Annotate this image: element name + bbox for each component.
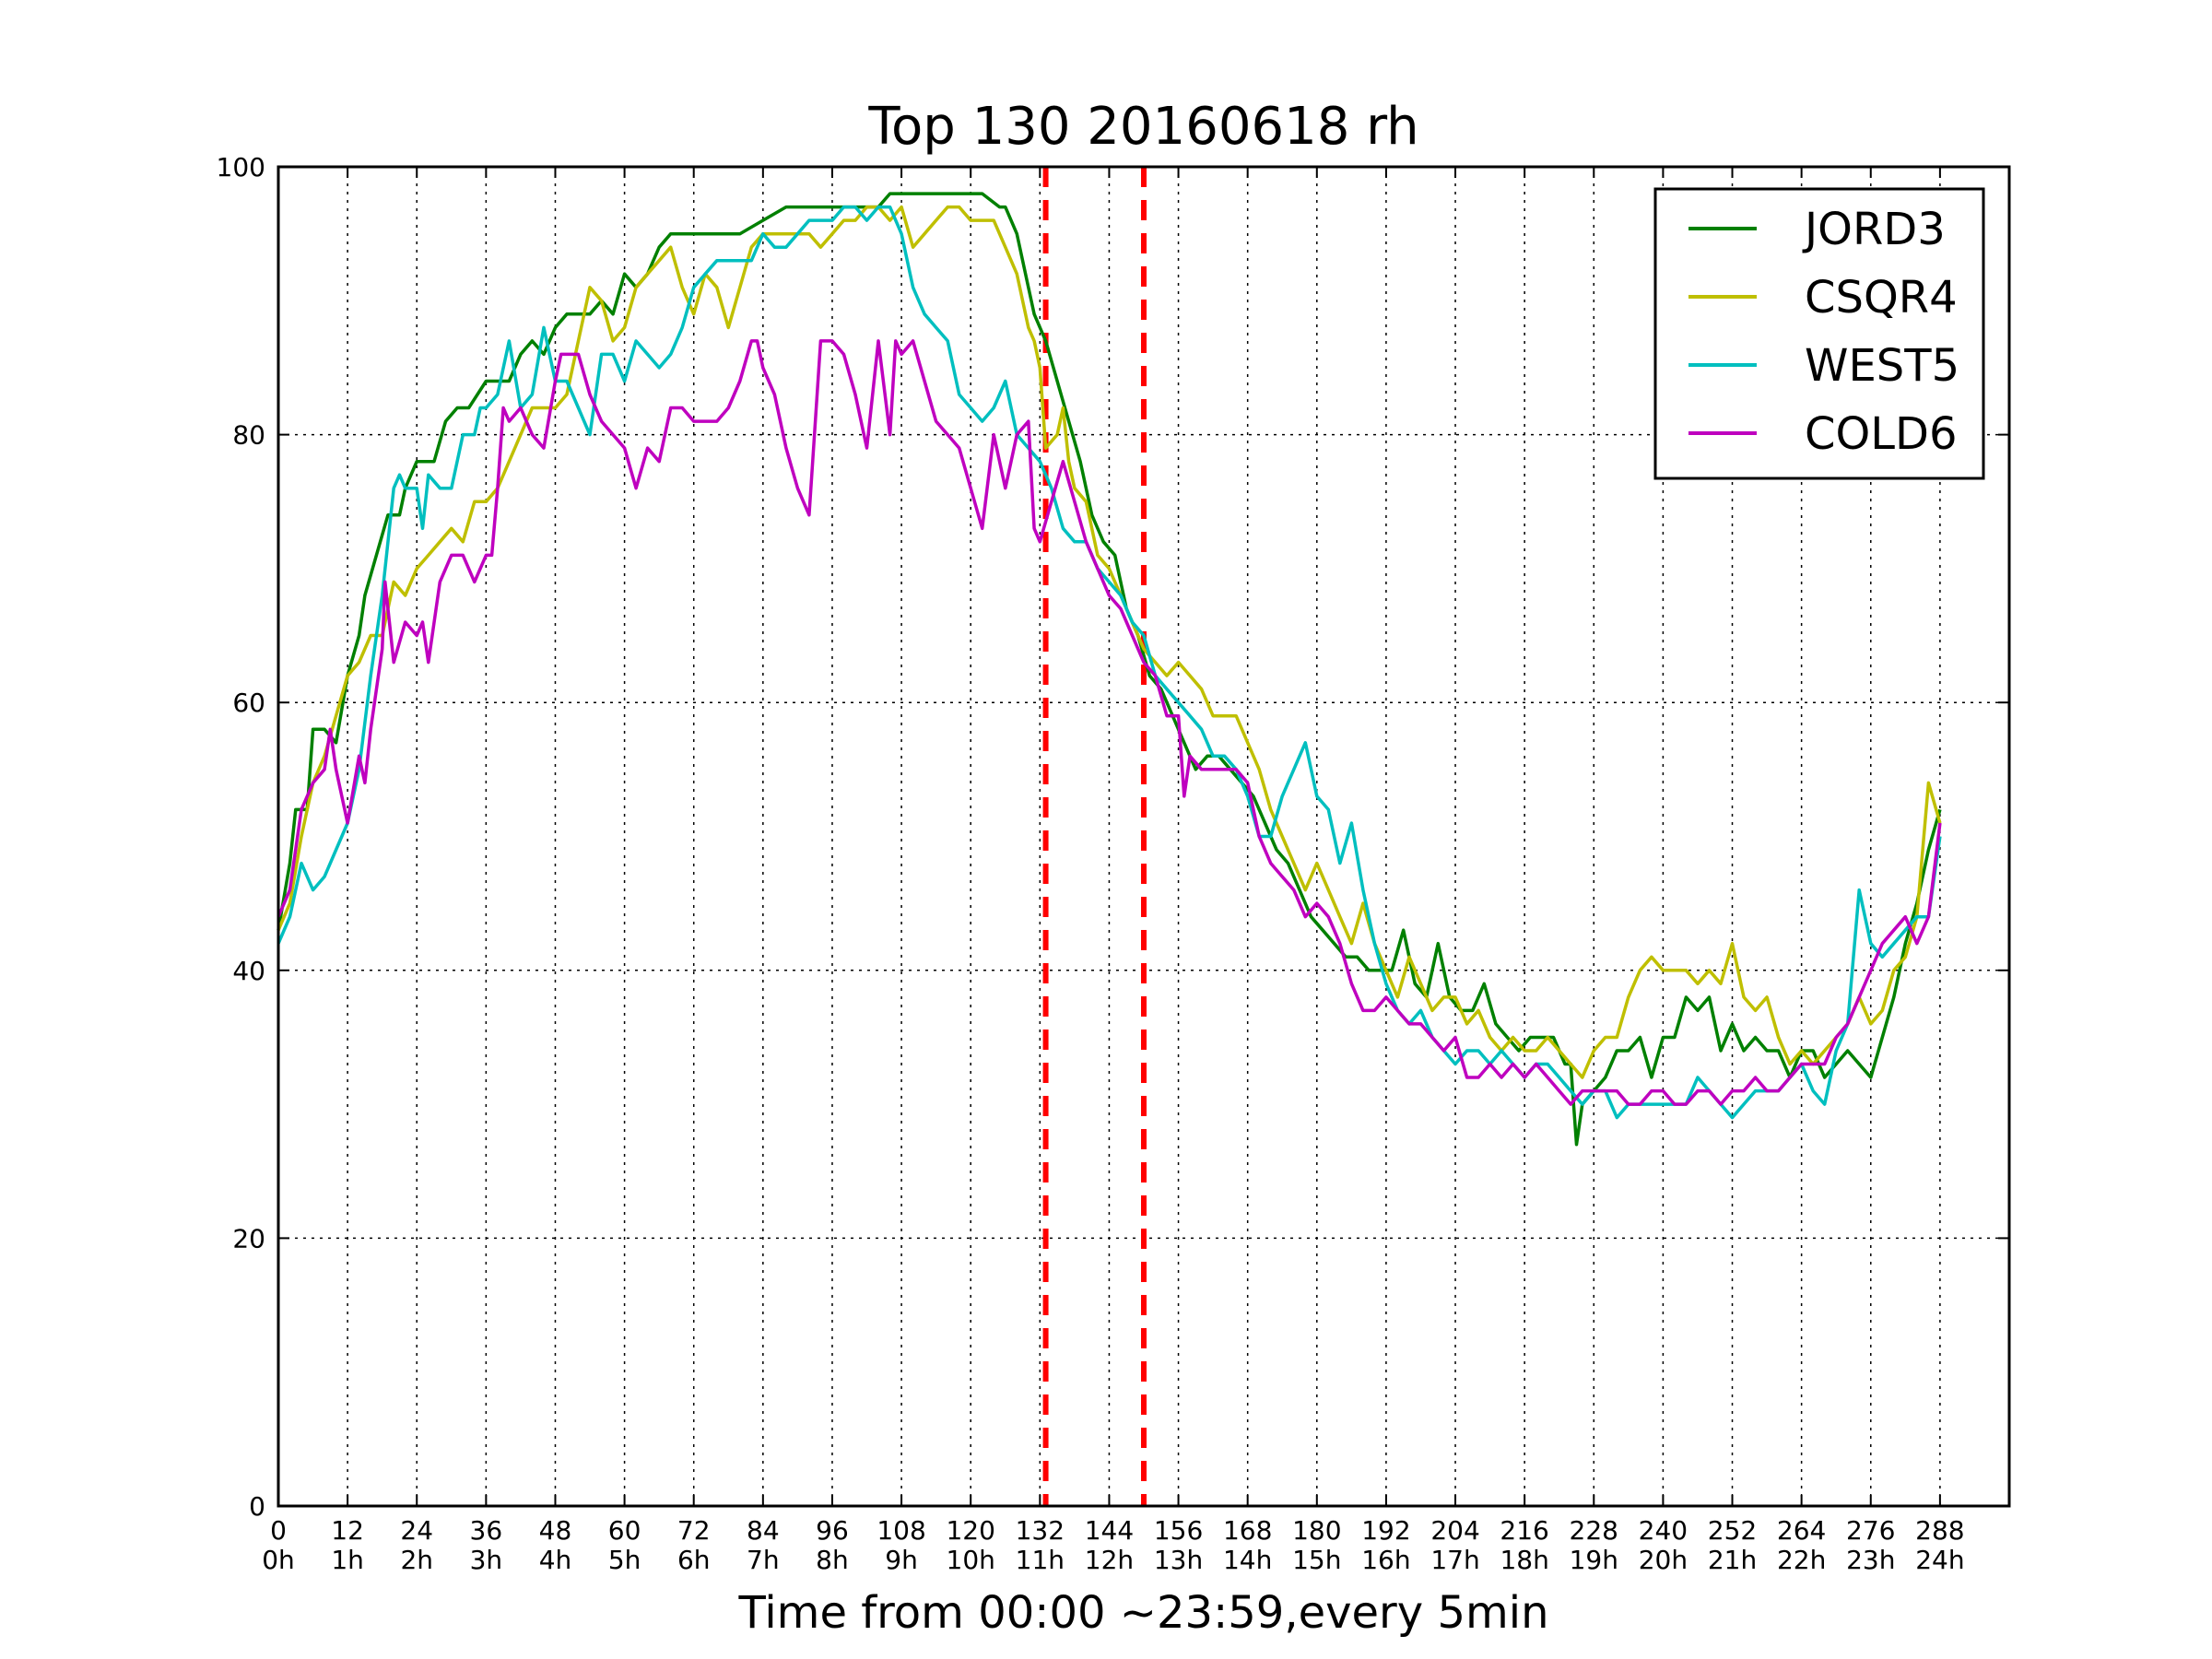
x-tick-sublabel: 18h — [1500, 1545, 1548, 1575]
x-tick-sublabel: 21h — [1708, 1545, 1757, 1575]
series-group — [276, 192, 1942, 1147]
x-tick-label: 192 — [1361, 1515, 1410, 1546]
y-tick-label: 40 — [232, 956, 265, 986]
x-tick-sublabel: 10h — [947, 1545, 995, 1575]
x-tick-sublabel: 14h — [1223, 1545, 1272, 1575]
legend-label-csqr4: CSQR4 — [1805, 272, 1958, 324]
x-tick-label: 276 — [1846, 1515, 1895, 1546]
x-tick-sublabel: 12h — [1085, 1545, 1134, 1575]
x-axis-label: Time from 00:00 ~23:59,every 5min — [738, 1587, 1549, 1639]
x-tick-sublabel: 4h — [539, 1545, 572, 1575]
x-tick-sublabel: 2h — [400, 1545, 433, 1575]
x-tick-sublabel: 20h — [1639, 1545, 1688, 1575]
x-tick-sublabel: 8h — [816, 1545, 849, 1575]
x-tick-label: 252 — [1708, 1515, 1757, 1546]
x-tick-label: 168 — [1223, 1515, 1272, 1546]
x-tick-label: 132 — [1016, 1515, 1065, 1546]
x-tick-label: 156 — [1154, 1515, 1203, 1546]
x-tick-label: 120 — [946, 1515, 994, 1546]
x-tick-sublabel: 24h — [1915, 1545, 1964, 1575]
x-tick-label: 264 — [1777, 1515, 1826, 1546]
x-tick-sublabel: 7h — [747, 1545, 780, 1575]
vertical-markers — [1042, 167, 1147, 1506]
chart-title: Top 130 20160618 rh — [867, 97, 1418, 157]
x-tick-label: 12 — [331, 1515, 364, 1546]
x-tick-sublabel: 23h — [1846, 1545, 1895, 1575]
legend-label-west5: WEST5 — [1805, 340, 1959, 392]
x-tick-sublabel: 17h — [1430, 1545, 1479, 1575]
x-tick-label: 24 — [400, 1515, 433, 1546]
x-tick-sublabel: 3h — [470, 1545, 503, 1575]
y-tick-label: 0 — [249, 1491, 265, 1522]
x-tick-label: 72 — [677, 1515, 711, 1546]
x-tick-label: 48 — [539, 1515, 572, 1546]
axis-ticks: 00h121h242h363h484h605h726h847h968h1089h… — [217, 152, 2009, 1575]
x-tick-sublabel: 11h — [1016, 1545, 1065, 1575]
x-tick-label: 36 — [470, 1515, 503, 1546]
y-tick-label: 20 — [232, 1223, 265, 1253]
y-tick-label: 60 — [232, 688, 265, 718]
legend: JORD3 CSQR4 WEST5 COLD6 — [1653, 187, 1985, 480]
x-tick-sublabel: 19h — [1570, 1545, 1618, 1575]
y-tick-label: 80 — [232, 420, 265, 451]
x-tick-label: 180 — [1292, 1515, 1341, 1546]
x-tick-label: 60 — [608, 1515, 641, 1546]
x-tick-label: 204 — [1430, 1515, 1479, 1546]
x-tick-label: 0 — [270, 1515, 287, 1546]
legend-label-cold6: COLD6 — [1805, 408, 1958, 460]
x-tick-label: 108 — [877, 1515, 925, 1546]
x-tick-label: 84 — [747, 1515, 780, 1546]
x-tick-sublabel: 9h — [885, 1545, 918, 1575]
x-tick-sublabel: 15h — [1292, 1545, 1341, 1575]
x-tick-label: 216 — [1500, 1515, 1548, 1546]
x-tick-label: 96 — [816, 1515, 849, 1546]
y-tick-label: 100 — [217, 152, 265, 182]
x-tick-sublabel: 5h — [608, 1545, 641, 1575]
series-line-csqr4 — [276, 205, 1942, 1079]
legend-box — [1653, 187, 1985, 480]
x-tick-sublabel: 13h — [1154, 1545, 1203, 1575]
x-tick-sublabel: 1h — [331, 1545, 364, 1575]
x-tick-label: 240 — [1639, 1515, 1688, 1546]
legend-label-jord3: JORD3 — [1802, 204, 1946, 255]
x-tick-label: 144 — [1085, 1515, 1134, 1546]
x-tick-sublabel: 16h — [1361, 1545, 1410, 1575]
series-line-cold6 — [276, 339, 1942, 1106]
x-tick-sublabel: 6h — [677, 1545, 711, 1575]
plot-frame — [276, 165, 2011, 1508]
x-tick-label: 288 — [1915, 1515, 1964, 1546]
x-tick-sublabel: 0h — [262, 1545, 295, 1575]
x-tick-sublabel: 22h — [1777, 1545, 1826, 1575]
x-tick-label: 228 — [1570, 1515, 1618, 1546]
